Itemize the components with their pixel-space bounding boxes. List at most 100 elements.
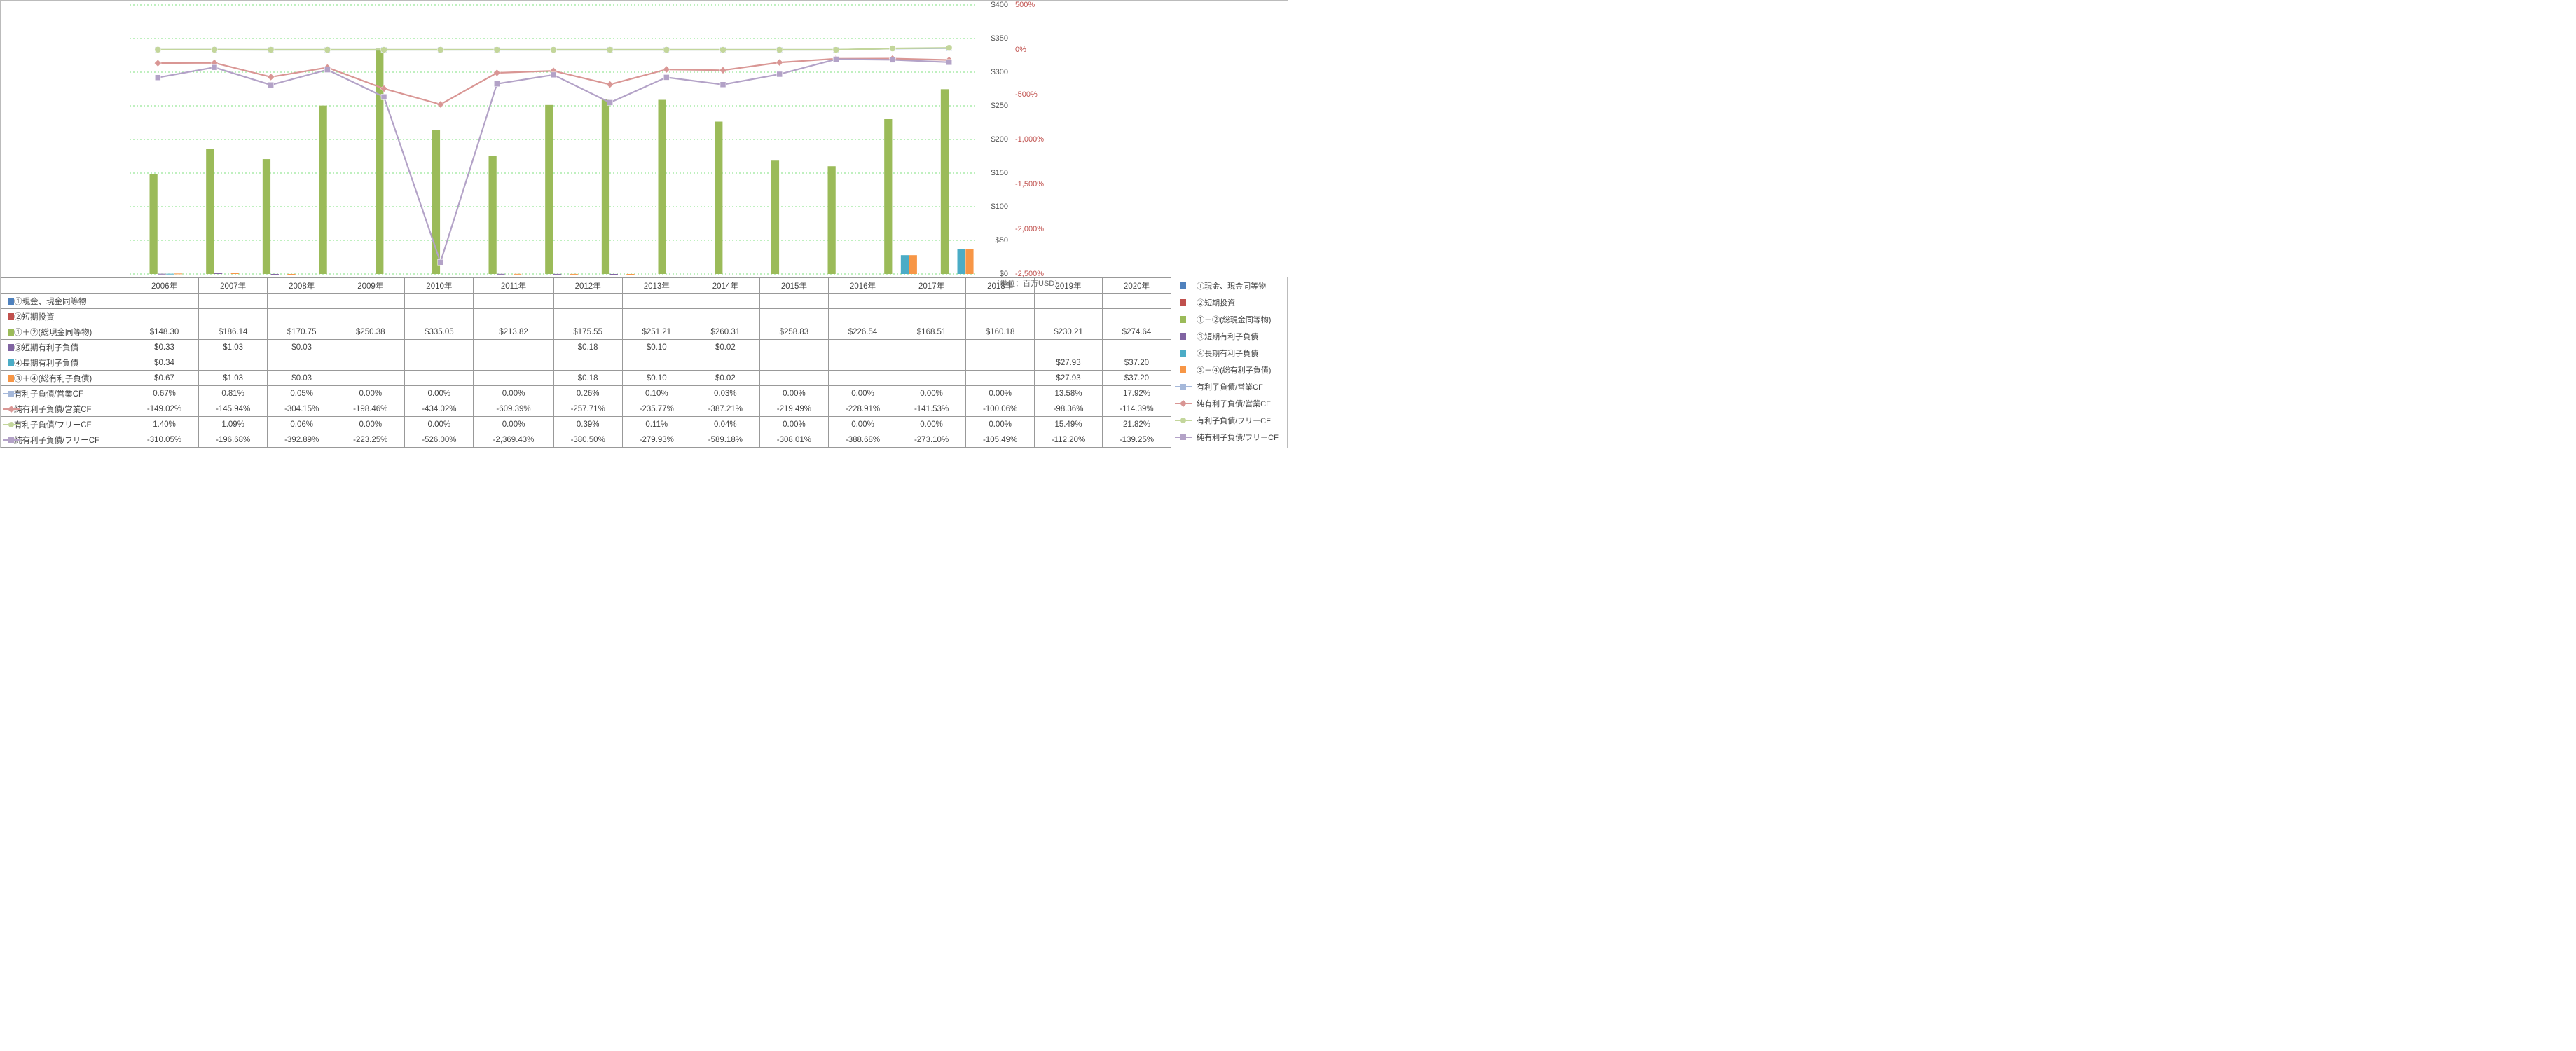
table-cell [474,309,553,324]
table-row: ④長期有利子負債$0.34$27.93$37.20 [1,355,1171,371]
table-cell: -149.02% [130,401,199,417]
table-cell: -235.77% [622,401,691,417]
table-cell [405,340,474,355]
table-cell [268,309,336,324]
y1-tick-label: $100 [991,202,1008,211]
unit-label: （単位：百万USD） [992,277,1062,289]
table-cell: $168.51 [897,324,966,340]
table-cell [897,371,966,386]
table-cell: $0.03 [268,340,336,355]
table-cell: -2,369.43% [474,432,553,448]
table-cell: $1.03 [199,340,268,355]
y2-axis-labels: -2,500%-2,000%-1,500%-1,000%-500%0%500% [1015,5,1064,274]
table-cell: 21.82% [1102,417,1171,432]
table-cell: 0.00% [897,417,966,432]
table-cell: $175.55 [553,324,622,340]
table-cell: 13.58% [1035,386,1103,401]
table-cell: -98.36% [1035,401,1103,417]
legend-label: ②短期投資 [1197,297,1235,308]
table-cell [474,294,553,309]
table-cell [966,355,1035,371]
table-row: ②短期投資 [1,309,1171,324]
table-cell: $1.03 [199,371,268,386]
table-cell: $258.83 [759,324,828,340]
table-cell: $170.75 [268,324,336,340]
table-cell: 0.00% [474,386,553,401]
table-cell: -434.02% [405,401,474,417]
table-cell: $213.82 [474,324,553,340]
table-cell: 17.92% [1102,386,1171,401]
table-cell [199,294,268,309]
right-legend: ①現金、現金同等物 ②短期投資 ①＋②(総現金同等物)③短期有利子負債④長期有利子負… [1171,277,1287,448]
table-cell: 1.09% [199,417,268,432]
legend-item: ①＋②(総現金同等物) [1171,311,1287,328]
table-cell [828,340,897,355]
year-cell: 2012年 [553,278,622,294]
table-cell: -139.25% [1102,432,1171,448]
table-cell: -279.93% [622,432,691,448]
table-cell [691,294,759,309]
table-cell: -105.49% [966,432,1035,448]
table-cell [691,309,759,324]
legend-item: ④長期有利子負債 [1171,345,1287,362]
table-cell [1035,340,1103,355]
table-cell: $0.18 [553,371,622,386]
legend-item: ①現金、現金同等物 [1171,277,1287,294]
y1-tick-label: $150 [991,169,1008,177]
table-cell: -198.46% [336,401,405,417]
table-cell: -145.94% [199,401,268,417]
year-cell: 2007年 [199,278,268,294]
y2-tick-label: -1,500% [1015,180,1044,188]
table-cell: -310.05% [130,432,199,448]
table-cell: 0.11% [622,417,691,432]
table-cell [759,309,828,324]
table-cell [336,340,405,355]
year-cell: 2013年 [622,278,691,294]
table-cell [553,294,622,309]
y1-tick-label: $50 [996,236,1008,245]
table-row: ③短期有利子負債$0.33$1.03$0.03$0.18$0.10$0.02 [1,340,1171,355]
legend-label: 純有利子負債/フリーCF [1197,432,1279,443]
table-cell: $230.21 [1035,324,1103,340]
legend-label: 有利子負債/フリーCF [1197,415,1271,426]
chart-container: $0$50$100$150$200$250$300$350$400 -2,500… [0,0,1288,448]
table-cell: -380.50% [553,432,622,448]
table-cell: 0.00% [405,417,474,432]
row-header: 有利子負債/フリーCF [1,417,130,432]
y1-tick-label: $300 [991,68,1008,76]
table-cell: $0.10 [622,340,691,355]
legend-item: ③短期有利子負債 [1171,328,1287,345]
table-cell [474,371,553,386]
table-cell: $251.21 [622,324,691,340]
table-cell [1102,309,1171,324]
row-header: ①＋②(総現金同等物) [1,324,130,340]
table-cell: -273.10% [897,432,966,448]
table-cell [199,355,268,371]
year-cell: 2008年 [268,278,336,294]
legend-label: 純有利子負債/営業CF [1197,398,1271,409]
table-cell: -526.00% [405,432,474,448]
legend-item: ③＋④(総有利子負債) [1171,362,1287,378]
table-cell [553,309,622,324]
row-header: ①現金、現金同等物 [1,294,130,309]
table-cell [1102,294,1171,309]
table-cell: -114.39% [1102,401,1171,417]
table-cell: 15.49% [1035,417,1103,432]
table-cell [897,355,966,371]
year-cell: 2020年 [1102,278,1171,294]
table-cell: -392.89% [268,432,336,448]
table-cell: $0.02 [691,340,759,355]
table-cell: 0.39% [553,417,622,432]
table-row: 有利子負債/フリーCF1.40%1.09%0.06%0.00%0.00%0.00… [1,417,1171,432]
table-cell: $335.05 [405,324,474,340]
table-cell: $37.20 [1102,355,1171,371]
legend-item: 有利子負債/フリーCF [1171,412,1287,429]
y2-tick-label: -2,000% [1015,225,1044,233]
table-cell [1035,294,1103,309]
table-cell [622,309,691,324]
table-cell [199,309,268,324]
table-cell [966,294,1035,309]
row-header: 有利子負債/営業CF [1,386,130,401]
table-cell: $250.38 [336,324,405,340]
y1-tick-label: $200 [991,135,1008,144]
